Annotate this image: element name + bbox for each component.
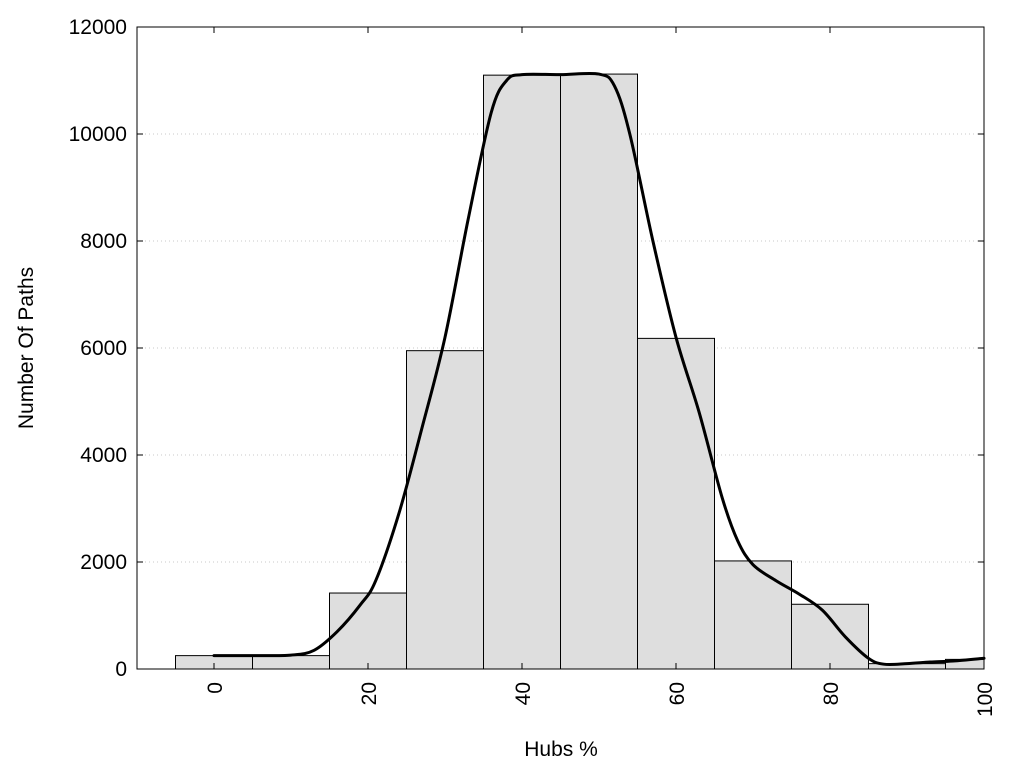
curve-layer	[212, 71, 986, 667]
bars-layer	[175, 73, 985, 670]
y-tick-label: 6000	[80, 337, 127, 360]
histogram-bar	[252, 655, 330, 670]
histogram-bar	[560, 73, 638, 670]
x-tick-label: 60	[666, 682, 689, 705]
histogram-bar	[483, 74, 561, 670]
x-tick-label: 100	[974, 682, 997, 717]
axis-layer: 0 2000 4000 6000 8000 10000 12000 0 20 40 60 80 100	[69, 16, 997, 717]
y-tick-label: 0	[115, 658, 127, 681]
x-tick-label: 80	[820, 682, 843, 705]
smoothed-trend-line	[212, 71, 986, 667]
histogram-bar	[714, 560, 792, 670]
histogram-bar	[406, 350, 484, 670]
y-tick-label: 8000	[80, 230, 127, 253]
x-axis-title: Hubs %	[524, 738, 598, 761]
y-tick-label: 4000	[80, 444, 127, 467]
y-tick-label: 12000	[69, 16, 127, 39]
y-axis-title: Number Of Paths	[15, 267, 38, 429]
y-tick-label: 2000	[80, 551, 127, 574]
histogram-bar	[791, 603, 869, 670]
x-tick-label: 40	[512, 682, 535, 705]
y-tick-label: 10000	[69, 123, 127, 146]
histogram-bar	[329, 592, 407, 670]
histogram-bar	[637, 337, 715, 670]
x-tick-label: 0	[204, 682, 227, 694]
x-tick-label: 20	[358, 682, 381, 705]
